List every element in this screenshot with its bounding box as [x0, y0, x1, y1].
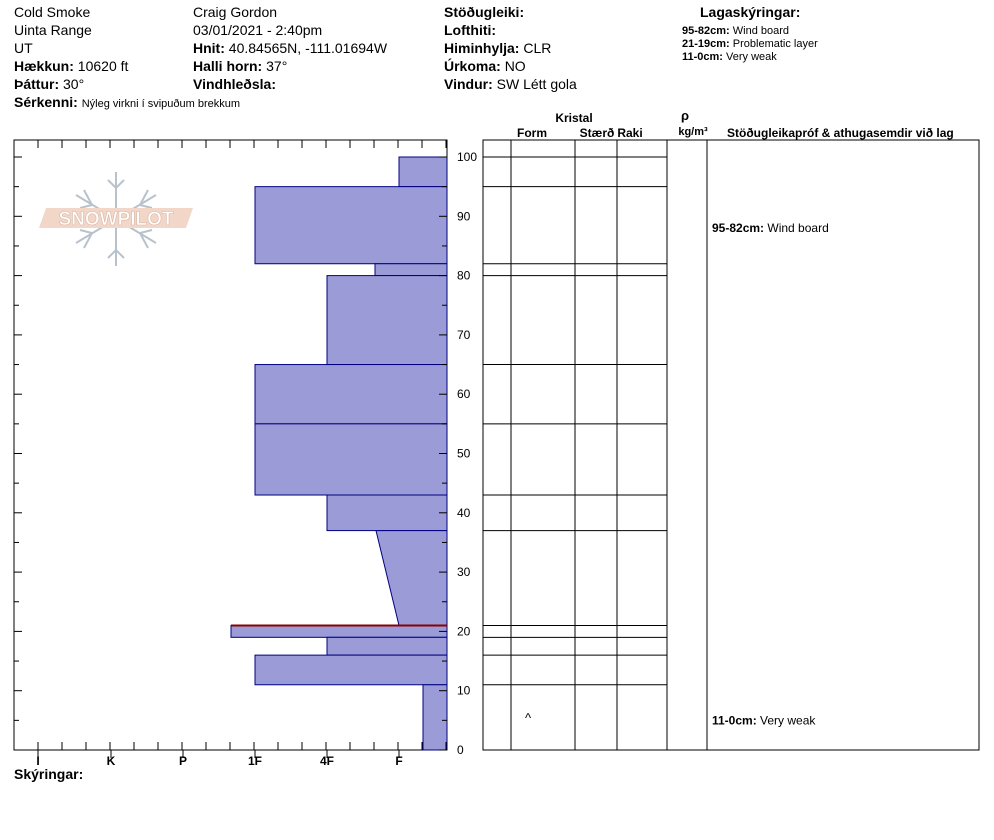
- layer-bar: [326, 275, 448, 366]
- precip-label: Úrkoma:: [444, 58, 501, 74]
- density-unit: kg/m³: [678, 126, 708, 138]
- stability-label: Stöðugleiki:: [444, 4, 525, 20]
- layer-comment: 11-0cm: Very weak: [712, 713, 816, 727]
- notes-label: Sérkenni:: [14, 94, 78, 110]
- depth-tick-label: 30: [457, 565, 471, 579]
- notes-row: Sérkenni: Nýleg virkni í svipuðum brekku…: [14, 93, 240, 113]
- obs-datetime: 03/01/2021 - 2:40pm: [193, 22, 323, 38]
- mountain-range: Uinta Range: [14, 22, 92, 38]
- hardness-tick-label: K: [107, 754, 116, 768]
- depth-tick-label: 70: [457, 328, 471, 342]
- layer-comment-text: Very weak: [760, 713, 816, 727]
- legend-item-text: Very weak: [726, 51, 777, 63]
- layer-bar: [326, 494, 448, 532]
- coords-label: Hnit:: [193, 40, 225, 56]
- legend-item-text: Problematic layer: [732, 38, 818, 50]
- hardness-tick-label: I: [36, 754, 39, 768]
- legend-item-range: 95-82cm:: [682, 25, 730, 37]
- wind-label: Vindur:: [444, 76, 493, 92]
- snowpilot-watermark: SNOWPILOT: [39, 172, 193, 266]
- depth-axis: 0 10 20 30 40 50 60 70 80 90 100: [14, 150, 477, 757]
- wind-value: SW Létt gola: [496, 76, 577, 92]
- watermark-text: SNOWPILOT: [58, 209, 173, 230]
- sky-row: Himinhylja: CLR: [444, 39, 551, 57]
- hardness-tick-label: 1F: [248, 754, 262, 768]
- layer-comment: 95-82cm: Wind board: [712, 221, 829, 235]
- layer-table-rows: [483, 156, 667, 686]
- moisture-header: Raki: [617, 126, 642, 140]
- depth-tick-label: 90: [457, 209, 471, 223]
- layer-bar: [230, 624, 448, 638]
- layer-bar: [374, 263, 448, 277]
- depth-tick-label: 40: [457, 506, 471, 520]
- legend-item: 21-19cm: Problematic layer: [682, 38, 818, 50]
- hardness-tick-label: 4F: [320, 754, 334, 768]
- footer-label: Skýringar:: [14, 766, 84, 782]
- layer-bar: [254, 364, 448, 425]
- legend-item-range: 21-19cm:: [682, 38, 730, 50]
- depth-tick-label: 10: [457, 684, 471, 698]
- wind-row: Vindur: SW Létt gola: [444, 75, 577, 93]
- wind-loading-row: Vindhleðsla:: [193, 75, 276, 93]
- wind-loading-label: Vindhleðsla:: [193, 76, 276, 92]
- aspect-value: 30°: [63, 76, 85, 92]
- watermark-banner: [39, 208, 193, 228]
- depth-tick-label: 0: [457, 743, 464, 757]
- depth-tick-label: 80: [457, 269, 471, 283]
- density-symbol: ρ: [681, 108, 689, 123]
- slope-row: Halli horn: 37°: [193, 57, 287, 75]
- layer-comments: ^ 95-82cm: Wind board 11-0cm: Very weak: [525, 221, 829, 727]
- layer-bar: [254, 186, 448, 265]
- layer-bar: [375, 530, 448, 626]
- precip-row: Úrkoma: NO: [444, 57, 526, 75]
- hardness-tick-label: P: [179, 754, 187, 768]
- elevation-value: 10620 ft: [77, 58, 129, 74]
- location-name: Cold Smoke: [14, 4, 91, 20]
- notes-value: Nýleg virkni í svipuðum brekkum: [81, 98, 241, 110]
- legend-item: 11-0cm: Very weak: [682, 51, 777, 63]
- layer-bars: [230, 156, 448, 751]
- coords-value: 40.84565N, -111.01694W: [228, 40, 388, 56]
- legend-item-range: 11-0cm:: [682, 51, 723, 63]
- size-header: Stærð: [580, 126, 615, 140]
- hardness-tick-label: F: [395, 754, 402, 768]
- air-temp-row: Lofthiti:: [444, 21, 496, 39]
- layer-bar: [422, 684, 448, 751]
- sky-value: CLR: [523, 40, 552, 56]
- elevation-row: Hækkun: 10620 ft: [14, 57, 128, 75]
- grain-form-symbol: ^: [525, 710, 532, 725]
- precip-value: NO: [504, 58, 526, 74]
- legend-item-text: Wind board: [732, 25, 790, 37]
- air-temp-label: Lofthiti:: [444, 22, 497, 38]
- depth-tick-label: 100: [457, 150, 477, 164]
- coords-row: Hnit: 40.84565N, -111.01694W: [193, 39, 387, 57]
- observer-name: Craig Gordon: [193, 4, 278, 20]
- elevation-label: Hækkun:: [14, 58, 74, 74]
- crystal-header: Kristal: [555, 111, 592, 125]
- slope-value: 37°: [266, 58, 288, 74]
- layer-comment-range: 11-0cm:: [712, 713, 760, 727]
- depth-tick-label: 50: [457, 447, 471, 461]
- tests-header: Stöðugleikapróf & athugasemdir við lag: [727, 126, 954, 140]
- layer-bar: [398, 156, 448, 188]
- aspect-row: Þáttur: 30°: [14, 75, 84, 93]
- layer-table-frame: [482, 139, 980, 751]
- hardness-ticks: I K P 1F 4F F: [13, 140, 447, 768]
- stability-row: Stöðugleiki:: [444, 3, 524, 21]
- layer-bar: [254, 654, 448, 686]
- layer-comment-range: 95-82cm:: [712, 221, 767, 235]
- legend-title: Lagaskýringar:: [700, 4, 801, 20]
- layer-bar: [326, 636, 448, 656]
- sky-label: Himinhylja:: [444, 40, 520, 56]
- layer-bar: [254, 423, 448, 496]
- form-header: Form: [517, 126, 547, 140]
- legend-item: 95-82cm: Wind board: [682, 25, 789, 37]
- depth-tick-label: 20: [457, 624, 471, 638]
- state: UT: [14, 40, 33, 56]
- slope-label: Halli horn:: [193, 58, 263, 74]
- aspect-label: Þáttur:: [14, 76, 60, 92]
- depth-tick-label: 60: [457, 387, 471, 401]
- layer-comment-text: Wind board: [767, 221, 828, 235]
